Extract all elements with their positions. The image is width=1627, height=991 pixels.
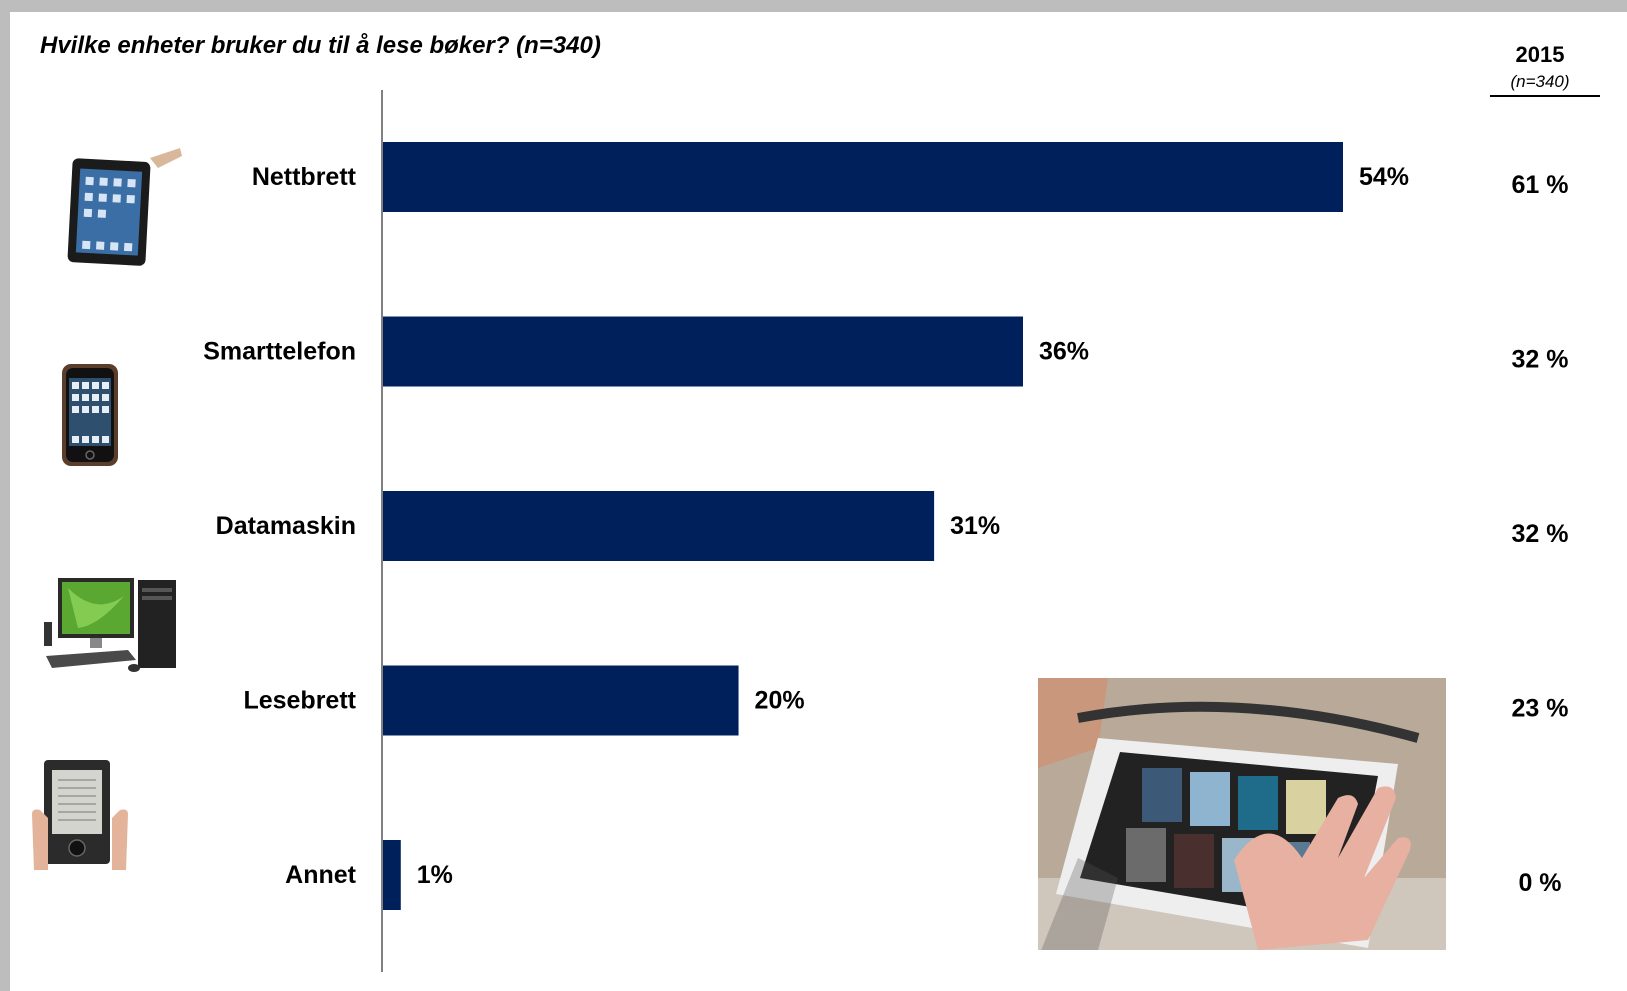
bar-datamaskin [383, 491, 935, 561]
tablet-reading-photo [1038, 678, 1446, 950]
category-label: Annet [285, 861, 357, 889]
ereader-icon [32, 760, 128, 870]
bar-nettbrett [383, 142, 1343, 212]
chart-title: Hvilke enheter bruker du til å lese bøke… [40, 32, 601, 59]
bar-value-label: 20% [755, 687, 805, 715]
bar-value-label: 36% [1039, 338, 1089, 366]
comparison-value: 61 % [1512, 171, 1569, 199]
comparison-value: 32 % [1512, 520, 1569, 548]
comparison-year: 2015 [1515, 42, 1565, 67]
smartphone-icon [62, 364, 118, 466]
bar-lesebrett [383, 665, 739, 736]
comparison-value: 0 % [1518, 869, 1561, 897]
category-label: Datamaskin [216, 512, 356, 540]
comparison-value: 23 % [1512, 695, 1569, 723]
bar-value-label: 54% [1359, 163, 1409, 191]
desktop-computer-icon [44, 578, 176, 672]
category-label: Lesebrett [243, 687, 356, 715]
comparison-sample-size: (n=340) [1510, 72, 1570, 91]
bar-chart: Nettbrett 54% 61 % Smarttelefon 36% 32 % Datam… [203, 90, 1569, 972]
slide: Hvilke enheter bruker du til å lese bøke… [10, 12, 1627, 991]
bar-annet [383, 840, 401, 910]
bar-value-label: 31% [950, 512, 1000, 540]
category-label: Nettbrett [252, 163, 357, 191]
comparison-header-rule [1490, 95, 1600, 97]
category-label: Smarttelefon [203, 338, 356, 366]
tablet-icon [67, 148, 182, 266]
bar-value-label: 1% [417, 861, 453, 889]
bar-smarttelefon [383, 316, 1023, 387]
comparison-value: 32 % [1512, 346, 1569, 374]
